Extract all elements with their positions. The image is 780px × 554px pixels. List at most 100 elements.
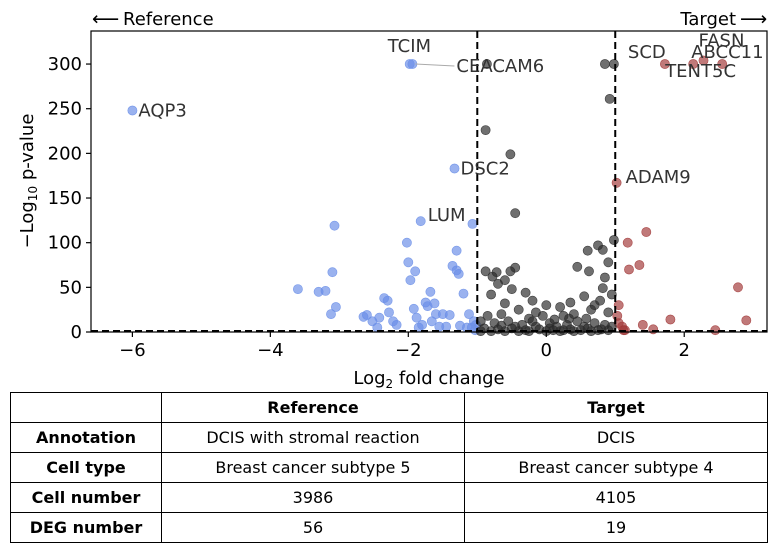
gene-label-aqp3: AQP3 xyxy=(138,101,186,122)
x-axis-label: Log2 fold change xyxy=(353,368,504,391)
data-point-ns xyxy=(579,291,590,302)
data-point-target xyxy=(733,282,743,293)
data-point-target xyxy=(660,59,670,69)
data-point-target xyxy=(665,314,676,325)
data-point-reference xyxy=(292,284,303,294)
data-point-target xyxy=(717,59,728,69)
x-tick-label: 2 xyxy=(678,340,689,361)
data-point-ns xyxy=(565,297,576,308)
gene-labels: AQP3 TCIM CEACAM6 DSC2 LUM ADAM9 SCD FASNABCC11… xyxy=(138,31,763,227)
gene-label-abcc11: ABCC11 xyxy=(691,42,763,63)
data-point-target xyxy=(637,319,648,330)
data-point-target xyxy=(698,55,709,66)
data-point-ns xyxy=(537,310,548,321)
data-point-ns xyxy=(505,149,516,160)
data-point-ns xyxy=(586,304,596,315)
gene-label-scd: SCD xyxy=(628,42,666,63)
y-tick-label: 100 xyxy=(48,233,82,254)
data-point-reference xyxy=(403,257,414,268)
data-point-reference xyxy=(374,312,385,323)
y-tick-label: 250 xyxy=(48,99,82,120)
data-point-reference xyxy=(320,285,331,296)
data-point-ns xyxy=(496,320,507,331)
cell-type-reference: Breast cancer subtype 5 xyxy=(161,452,465,483)
gene-label-fasn: FASN xyxy=(699,31,745,52)
gene-label-adam9: ADAM9 xyxy=(626,167,691,188)
data-point-reference xyxy=(437,309,448,319)
y-axis: 0 50 100 150 200 250 300 xyxy=(48,54,91,343)
data-point-reference xyxy=(405,275,416,286)
y-tick-label: 300 xyxy=(48,54,82,75)
data-point-ns xyxy=(513,304,524,315)
threshold-lines xyxy=(91,31,767,332)
data-point-target xyxy=(622,237,633,248)
reference-direction-text: Reference xyxy=(123,9,214,30)
data-point-ns xyxy=(499,298,510,309)
data-point-ns xyxy=(531,321,541,332)
data-point-ns xyxy=(572,261,583,272)
cell-number-target: 4105 xyxy=(464,482,768,513)
data-point-target xyxy=(634,260,645,270)
arrow-right-icon: ⟶ xyxy=(740,8,767,30)
x-tick-label: −2 xyxy=(395,340,422,361)
plot-area: AQP3 TCIM CEACAM6 DSC2 LUM ADAM9 SCD FASNABCC11… xyxy=(90,30,768,336)
y-tick-label: 50 xyxy=(59,277,82,298)
x-axis: −6 −4 −2 0 2 xyxy=(119,332,690,361)
data-point-reference xyxy=(410,266,421,277)
y-tick-label: 150 xyxy=(48,188,82,209)
x-tick-label: 0 xyxy=(541,340,552,361)
data-point-target xyxy=(741,315,752,326)
table-row: DEG number 56 19 xyxy=(10,512,768,543)
data-point-reference xyxy=(127,105,138,116)
data-point-ns xyxy=(603,307,614,318)
gene-label-tcim: TCIM xyxy=(387,36,431,57)
target-direction-text: Target xyxy=(679,9,736,30)
data-point-ns xyxy=(486,289,496,300)
row-label-deg-number: DEG number xyxy=(10,512,162,543)
data-point-ns xyxy=(603,257,614,268)
data-point-reference xyxy=(451,245,462,256)
data-point-reference xyxy=(429,298,440,309)
data-point-reference xyxy=(329,220,340,231)
data-point-ns xyxy=(481,59,492,69)
data-point-target xyxy=(611,177,622,188)
data-point-ns xyxy=(482,310,493,321)
table-header-row: Reference Target xyxy=(10,392,768,423)
deg-number-reference: 56 xyxy=(161,512,465,543)
annotation-reference: DCIS with stromal reaction xyxy=(161,422,465,453)
data-point-ns xyxy=(555,302,565,312)
data-point-ns xyxy=(604,94,615,104)
data-point-reference xyxy=(384,307,394,318)
data-point-ns xyxy=(606,289,617,300)
gene-label-ceacam6: CEACAM6 xyxy=(456,56,544,77)
cell-number-reference: 3986 xyxy=(161,482,465,513)
data-point-ns xyxy=(480,266,491,277)
data-point-reference xyxy=(326,309,336,319)
data-point-ns xyxy=(597,244,608,255)
data-point-reference xyxy=(330,302,341,312)
data-point-reference xyxy=(464,309,474,319)
gene-label-dsc2: DSC2 xyxy=(461,159,510,180)
cell-type-target: Breast cancer subtype 4 xyxy=(464,452,768,483)
data-point-reference xyxy=(458,288,469,299)
row-label-annotation: Annotation xyxy=(10,422,162,453)
data-point-ns xyxy=(609,59,619,69)
table-row: Cell number 3986 4105 xyxy=(10,482,768,513)
data-point-ns xyxy=(491,267,502,278)
data-point-ns xyxy=(549,314,560,325)
data-point-reference xyxy=(408,303,419,314)
data-point-reference xyxy=(467,218,478,229)
data-point-ns xyxy=(510,321,521,332)
gene-label-lum: LUM xyxy=(428,205,466,226)
data-point-reference xyxy=(453,268,464,279)
data-point-ns xyxy=(506,284,517,294)
data-point-ns xyxy=(541,300,552,311)
data-point-ns xyxy=(527,295,538,306)
direction-label-reference: ⟵ Reference xyxy=(92,8,214,30)
data-point-ns xyxy=(510,208,521,219)
data-point-reference xyxy=(382,295,393,306)
y-tick-label: 0 xyxy=(71,322,82,343)
data-point-ns xyxy=(520,287,531,298)
data-point-reference xyxy=(417,319,427,330)
comparison-table: Reference Target Annotation DCIS with st… xyxy=(10,392,768,543)
